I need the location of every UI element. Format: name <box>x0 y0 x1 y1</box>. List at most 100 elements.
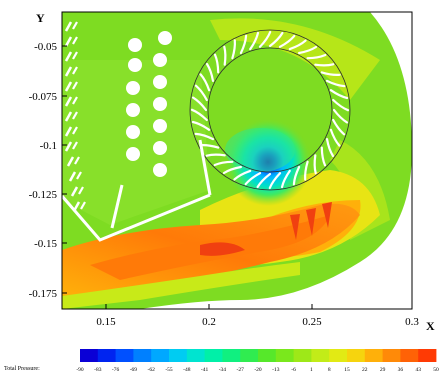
colorbar-tick-label: -62 <box>148 367 156 373</box>
baffle-slat <box>72 96 78 105</box>
impeller-blade <box>199 73 211 92</box>
x-tick-label: 0.25 <box>302 316 322 328</box>
impeller-blade <box>278 34 296 48</box>
hole <box>128 58 142 72</box>
baffle-slat <box>76 171 82 180</box>
colorbar-tick-label: -55 <box>165 367 173 373</box>
impeller-blade <box>298 45 318 55</box>
baffle-slat <box>66 156 75 167</box>
hole <box>153 141 167 155</box>
colorbar-swatch <box>364 349 383 362</box>
impeller-blade <box>320 146 327 167</box>
colorbar-tick-label: 8 <box>328 367 331 373</box>
baffle-slat <box>72 141 78 150</box>
colorbar-swatch <box>382 349 401 362</box>
colorbar: Total Pressure: -90 -83 -76 -69 -62 -55 -48 -41… <box>4 349 439 373</box>
colorbar-swatch <box>222 349 241 362</box>
impeller-blade <box>239 34 248 55</box>
colorbar-swatch <box>204 349 223 362</box>
colorbar-tick-label: -69 <box>130 367 138 373</box>
baffle-slat <box>80 201 86 210</box>
impeller-blade <box>249 31 260 51</box>
colorbar-swatches <box>80 349 437 362</box>
impeller-blade <box>268 31 284 48</box>
impeller-blade <box>332 98 350 112</box>
baffle-slat <box>64 66 73 77</box>
colorbar-swatch <box>400 349 419 362</box>
hole <box>126 147 140 161</box>
colorbar-tick-label: 50 <box>433 367 439 373</box>
x-tick-label: 0.15 <box>96 316 116 328</box>
impeller-blade <box>320 71 341 76</box>
y-tick-label: -0.1 <box>40 140 57 152</box>
colorbar-tick-label: -83 <box>94 367 102 373</box>
impeller-blade <box>329 128 341 147</box>
perforated-holes <box>126 31 172 177</box>
baffle-slat <box>68 171 77 182</box>
colorbar-tick-label: -76 <box>112 367 120 373</box>
baffle-slat <box>74 156 80 165</box>
y-axis-ticks: -0.05 -0.075 -0.1 -0.125 -0.15 -0.175 <box>29 41 67 300</box>
baffle-slat <box>64 111 73 122</box>
colorbar-tick-label: -20 <box>254 367 262 373</box>
colorbar-swatch <box>240 349 259 362</box>
impeller-blade <box>223 45 227 66</box>
y-tick-label: -0.125 <box>29 189 58 201</box>
colorbar-swatch <box>275 349 294 362</box>
impeller-blade <box>231 39 236 60</box>
impeller-blade <box>325 138 335 158</box>
hole <box>153 53 167 67</box>
hole <box>153 119 167 133</box>
y-tick-label: -0.15 <box>34 238 57 250</box>
hole <box>158 31 172 45</box>
impeller-blade <box>191 120 211 131</box>
x-axis-title: X <box>426 319 435 333</box>
x-tick-label: 0.2 <box>202 316 216 328</box>
impeller-blade <box>288 39 307 51</box>
colorbar-swatch <box>258 349 277 362</box>
colorbar-swatch <box>311 349 330 362</box>
baffle-slat <box>72 66 78 75</box>
colorbar-swatch <box>418 349 437 362</box>
baffle-slat <box>72 36 78 45</box>
y-tick-label: -0.075 <box>29 91 58 103</box>
impeller-blade <box>194 132 215 141</box>
x-axis-ticks: 0.15 0.2 0.25 0.3 <box>96 304 419 328</box>
baffle-slat <box>70 186 79 197</box>
impeller-blade <box>268 172 282 190</box>
impeller-blade <box>205 62 215 82</box>
impeller-blade <box>292 165 301 186</box>
y-tick-label: -0.175 <box>29 288 58 300</box>
colorbar-tick-label: -41 <box>201 367 209 373</box>
colorbar-title: Total Pressure: <box>4 366 40 372</box>
colorbar-tick-label: -6 <box>291 367 296 373</box>
x-tick-label: 0.3 <box>405 316 419 328</box>
y-tick-label: -0.05 <box>34 41 57 53</box>
impeller-outer-ring <box>189 29 351 191</box>
impeller-blade <box>205 153 226 157</box>
colorbar-swatch <box>115 349 134 362</box>
baffle-slat <box>64 126 73 137</box>
colorbar-ticks: -90 -83 -76 -69 -62 -55 -48 -41 -34 -27 -20 -13 -6 1 8… <box>76 367 439 373</box>
colorbar-swatch <box>347 349 366 362</box>
impeller-blade <box>258 30 272 48</box>
impeller-blade <box>190 108 208 122</box>
impeller-blades <box>190 30 350 190</box>
hole <box>128 38 142 52</box>
colorbar-tick-label: 15 <box>344 367 350 373</box>
colorbar-tick-label: -90 <box>76 367 84 373</box>
impeller-blade <box>244 172 262 186</box>
impeller-blade <box>191 96 208 112</box>
impeller-blade <box>314 63 335 67</box>
impeller-blade <box>194 84 208 102</box>
colorbar-swatch <box>293 349 312 362</box>
colorbar-tick-label: 29 <box>380 367 386 373</box>
inlet-baffles <box>64 21 86 212</box>
colorbar-tick-label: 1 <box>310 367 313 373</box>
colorbar-tick-label: -27 <box>237 367 245 373</box>
hole <box>126 125 140 139</box>
impeller-blade <box>213 53 220 74</box>
support-structure <box>60 139 212 242</box>
impeller-blade <box>329 89 349 100</box>
baffle-slat <box>64 36 73 47</box>
